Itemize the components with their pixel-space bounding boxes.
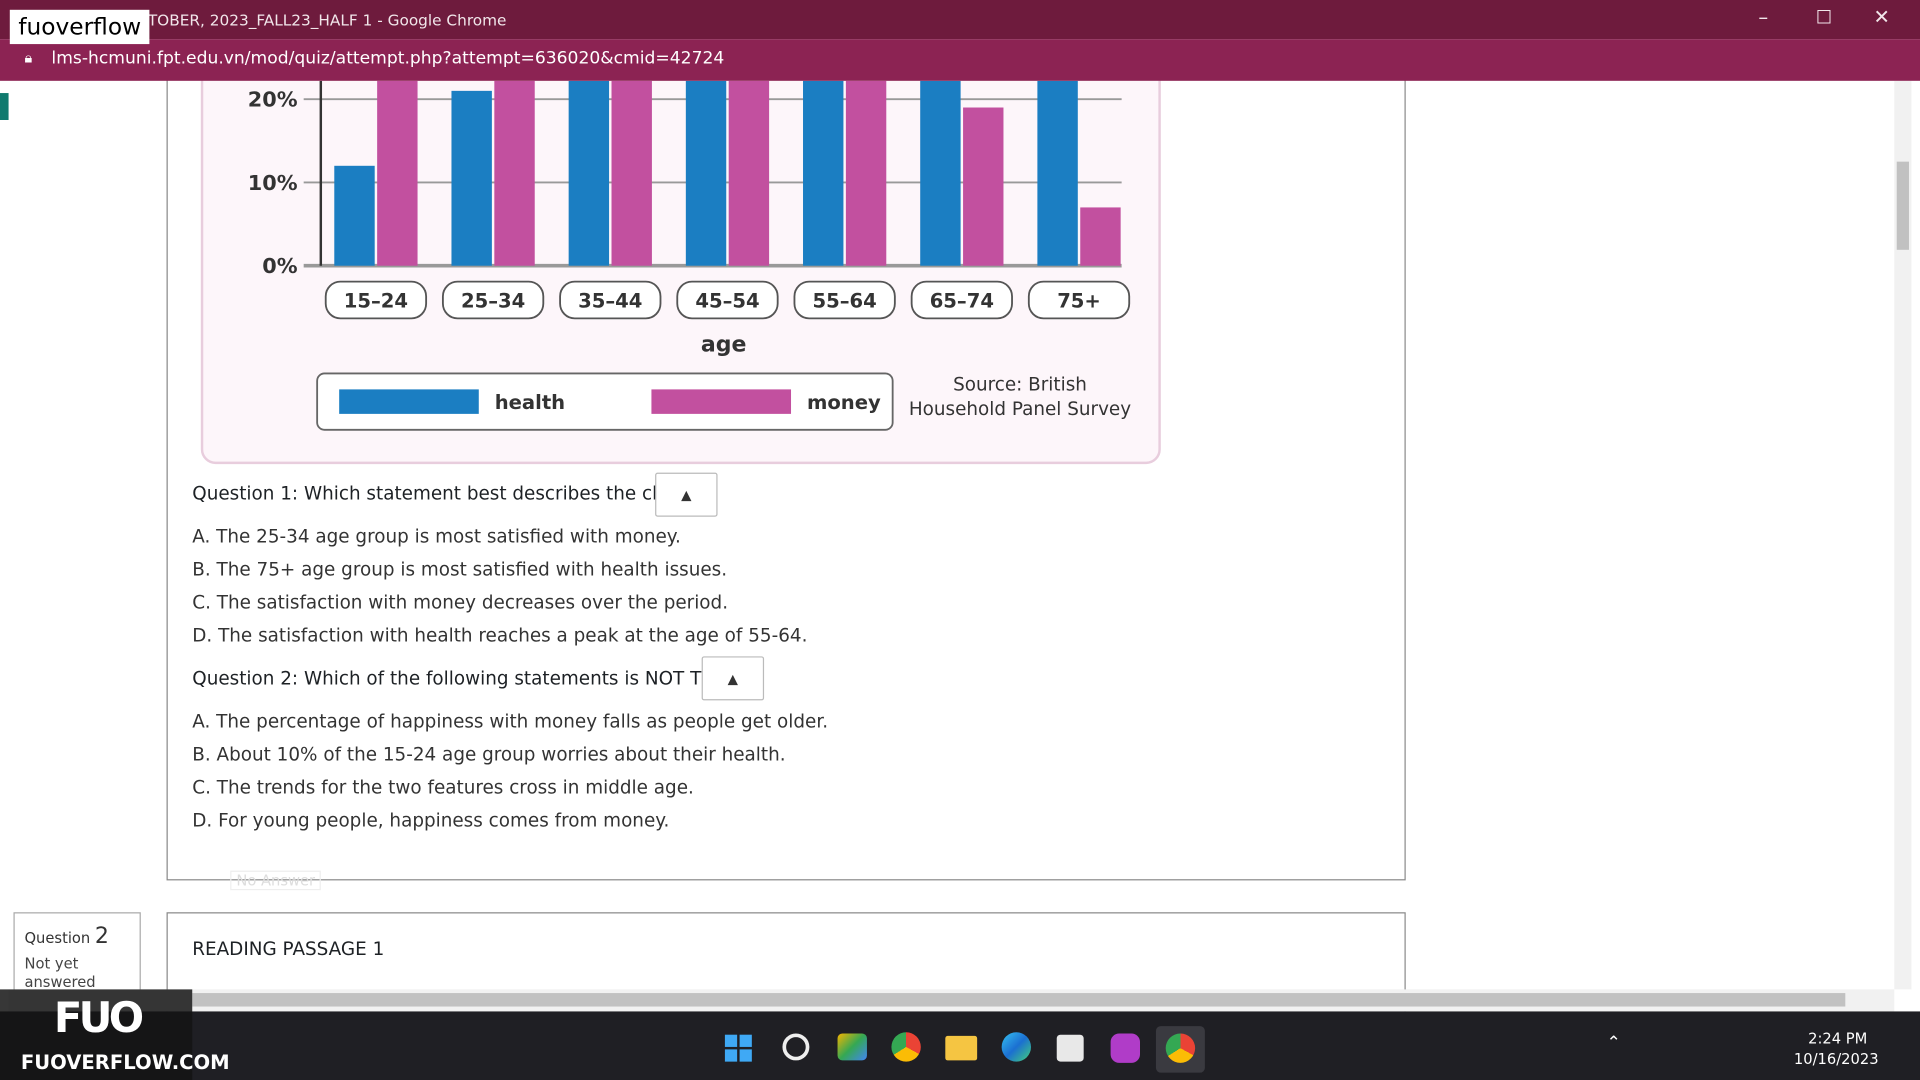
source-note: Household Panel Survey xyxy=(909,399,1131,420)
answer-option: D. For young people, happiness comes fro… xyxy=(192,809,670,832)
chrome-icon[interactable] xyxy=(891,1032,921,1062)
bar xyxy=(845,80,887,266)
x-tick-label: 35–44 xyxy=(578,289,642,312)
answer-option: B. About 10% of the 15-24 age group worr… xyxy=(192,743,786,766)
answer-option: B. The 75+ age group is most satisfied w… xyxy=(192,558,728,581)
answer-option: A. The 25-34 age group is most satisfied… xyxy=(192,525,681,548)
faint-watermark: No Answer xyxy=(230,870,322,891)
active-app[interactable] xyxy=(1155,1026,1205,1073)
answer-option: C. The satisfaction with money decreases… xyxy=(192,591,729,614)
bar xyxy=(334,165,375,266)
question-prompt: Question 1: Which statement best describ… xyxy=(192,482,700,505)
time: 2:24 PM xyxy=(1808,1029,1868,1047)
answer-select[interactable]: ▲ xyxy=(701,656,765,701)
chart-body: 0% 10% 20% xyxy=(248,80,1122,278)
answer-option: D. The satisfaction with health reaches … xyxy=(192,624,808,647)
bar xyxy=(1080,207,1121,266)
legend-label: money xyxy=(807,391,881,414)
app-icon[interactable] xyxy=(1110,1033,1141,1063)
x-tick-label: 25–34 xyxy=(461,289,525,312)
minimize[interactable]: – xyxy=(1758,4,1769,29)
answer-option: C. The trends for the two features cross… xyxy=(192,776,694,799)
x-axis-label: age xyxy=(701,332,747,357)
question-prompt: Question 2: Which of the following state… xyxy=(192,667,749,690)
tray-icons[interactable]: ⌃ xyxy=(1606,1033,1621,1054)
edge-icon[interactable] xyxy=(1001,1032,1032,1062)
logo: FUO xyxy=(53,994,144,1044)
clock[interactable]: 2:24 PM 10/16/2023 xyxy=(1793,1029,1879,1071)
maximize[interactable]: ☐ xyxy=(1815,6,1833,29)
bar xyxy=(611,80,652,266)
y-tick-label: 10% xyxy=(248,171,298,195)
x-tick-label: 75+ xyxy=(1057,289,1101,312)
start-button[interactable] xyxy=(724,1034,752,1062)
x-tick-label: 15–24 xyxy=(344,289,408,312)
close[interactable]: ✕ xyxy=(1873,4,1890,29)
bar xyxy=(728,80,770,266)
store-icon[interactable] xyxy=(1056,1034,1084,1062)
y-tick-label: 0% xyxy=(262,254,297,278)
bar xyxy=(963,107,1004,266)
category-box xyxy=(910,280,1013,320)
explorer-icon[interactable] xyxy=(945,1035,978,1061)
taskbar: 2:24 PM 10/16/2023 ⌃ xyxy=(0,1011,1920,1080)
app-icon[interactable] xyxy=(837,1033,867,1061)
site: FUOVERFLOW.COM xyxy=(20,1050,230,1074)
legend-box xyxy=(316,372,894,431)
y-tick-label: 20% xyxy=(248,88,298,112)
address-bar[interactable]: 🔒︎ lms-hcmuni.fpt.edu.vn/mod/quiz/attemp… xyxy=(0,39,1920,81)
nav-number: 2 xyxy=(94,923,109,949)
bar xyxy=(803,80,844,266)
search-icon[interactable] xyxy=(782,1033,810,1061)
category-box xyxy=(559,280,662,320)
bar xyxy=(494,80,535,266)
url[interactable]: lms-hcmuni.fpt.edu.vn/mod/quiz/attempt.p… xyxy=(51,48,725,69)
x-tick-label: 65–74 xyxy=(930,289,994,312)
date: 10/16/2023 xyxy=(1793,1050,1879,1068)
source-note: Source: British xyxy=(953,375,1087,396)
lock-icon: 🔒︎ xyxy=(24,48,33,67)
h-scrollbar[interactable] xyxy=(8,989,1895,1012)
category-box xyxy=(1027,280,1131,320)
category-box xyxy=(793,280,896,320)
window-title: CTOBER, 2023_FALL23_HALF 1 - Google Chro… xyxy=(137,11,507,30)
answer-option: A. The percentage of happiness with mone… xyxy=(192,710,829,733)
x-tick-label: 55–64 xyxy=(813,289,877,312)
nav-status: Not yet answered xyxy=(24,955,96,991)
side-accent xyxy=(0,93,9,121)
category-box xyxy=(324,280,428,320)
category-box xyxy=(441,280,545,320)
bar xyxy=(568,80,610,266)
nav-label: Question xyxy=(24,929,91,947)
bar xyxy=(1037,80,1078,266)
bar xyxy=(920,80,961,266)
title-bar: CTOBER, 2023_FALL23_HALF 1 - Google Chro… xyxy=(0,0,1920,40)
brand-watermark: fuoverflow xyxy=(9,9,150,45)
legend-swatch xyxy=(339,389,479,414)
passage-title: READING PASSAGE 1 xyxy=(192,937,385,961)
x-tick-label: 45–54 xyxy=(695,289,759,312)
legend-swatch xyxy=(651,389,792,414)
question-nav[interactable]: Question 2 Not yet answered xyxy=(13,912,141,1001)
legend-label: health xyxy=(495,391,565,414)
answer-select[interactable]: ▲ xyxy=(655,472,718,517)
site-watermark: FUO FUOVERFLOW.COM xyxy=(0,989,230,1080)
category-box xyxy=(676,280,779,320)
bar xyxy=(685,80,727,266)
v-scrollbar[interactable] xyxy=(1894,80,1912,990)
bar xyxy=(451,90,492,266)
bar xyxy=(377,80,418,266)
